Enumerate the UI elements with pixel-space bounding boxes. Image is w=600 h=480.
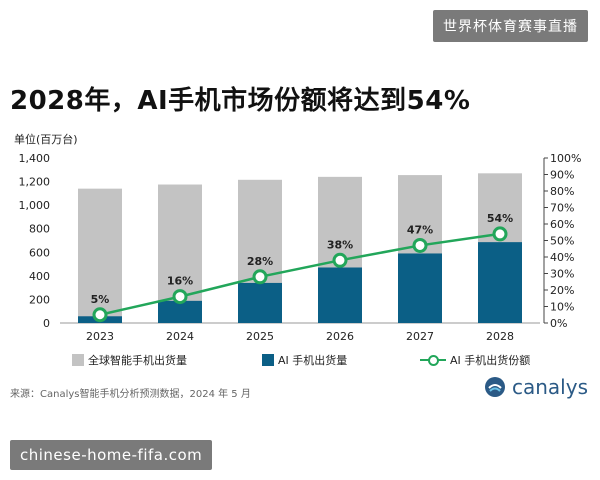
- share-point: [332, 252, 348, 268]
- share-point: [412, 237, 428, 253]
- bar-ai: [478, 242, 522, 323]
- y2-tick-label: 10%: [550, 301, 574, 314]
- y-tick-label: 400: [29, 270, 50, 283]
- x-tick-label: 2023: [86, 330, 114, 343]
- y2-tick-label: 90%: [550, 169, 574, 182]
- chart-headline: 2028年，AI手机市场份额将达到54%: [10, 86, 471, 116]
- share-line: [99, 232, 501, 316]
- x-tick-label: 2024: [166, 330, 194, 343]
- y2-tick-label: 20%: [550, 284, 574, 297]
- chart-svg: 0 200 400 600 800 1,000 1,200 1,400 0% 10% 20% 30% 4…: [19, 152, 582, 343]
- x-tick-label: 2027: [406, 330, 434, 343]
- legend-item-ai: AI 手机出货量: [262, 352, 347, 368]
- y2-tick-label: 70%: [550, 202, 574, 215]
- share-point: [172, 289, 188, 305]
- legend-swatch-share: [420, 354, 446, 366]
- share-data-label: 16%: [167, 275, 193, 288]
- brand-logo: canalys: [484, 375, 588, 399]
- y-axis-unit-label: 单位(百万台): [14, 133, 78, 146]
- y2-tick-label: 0%: [550, 317, 567, 330]
- share-data-label: 54%: [487, 212, 513, 225]
- legend-item-share: AI 手机出货份额: [420, 352, 530, 368]
- y2-tick-label: 50%: [550, 235, 574, 248]
- source-note: 来源：Canalys智能手机分析预测数据，2024 年 5 月: [10, 389, 251, 400]
- share-data-label: 5%: [91, 293, 110, 306]
- bar-total: [78, 188, 122, 323]
- legend-item-total: 全球智能手机出货量: [72, 352, 187, 368]
- y2-tick-label: 80%: [550, 185, 574, 198]
- bar-ai: [318, 267, 362, 323]
- site-tag-bottom: chinese-home-fifa.com: [10, 440, 213, 470]
- legend-swatch-ai: [262, 354, 274, 366]
- y2-tick-label: 60%: [550, 218, 574, 231]
- share-point: [492, 226, 508, 242]
- y2-tick-label: 40%: [550, 251, 574, 264]
- y-tick-label: 1,200: [19, 176, 51, 189]
- y-tick-label: 1,400: [19, 152, 51, 165]
- y-tick-label: 800: [29, 223, 50, 236]
- share-data-label: 47%: [407, 223, 433, 236]
- y2-tick-label: 30%: [550, 268, 574, 281]
- chart-legend: 全球智能手机出货量 AI 手机出货量 AI 手机出货份额: [0, 352, 600, 370]
- legend-label-ai: AI 手机出货量: [278, 354, 348, 367]
- y-tick-label: 0: [43, 317, 50, 330]
- y-tick-label: 1,000: [19, 199, 51, 212]
- x-tick-label: 2028: [486, 330, 514, 343]
- legend-label-share: AI 手机出货份额: [450, 354, 531, 367]
- share-data-label: 28%: [247, 255, 273, 268]
- share-data-label: 38%: [327, 238, 353, 251]
- share-point: [252, 269, 268, 285]
- legend-label-total: 全球智能手机出货量: [88, 354, 187, 367]
- share-point: [92, 307, 108, 323]
- legend-swatch-total: [72, 354, 84, 366]
- brand-name: canalys: [512, 375, 588, 399]
- y-tick-label: 200: [29, 293, 50, 306]
- bar-ai: [238, 282, 282, 323]
- y-tick-label: 600: [29, 246, 50, 259]
- bar-ai: [158, 300, 202, 323]
- site-tag-top: 世界杯体育赛事直播: [433, 10, 588, 42]
- x-tick-label: 2026: [326, 330, 354, 343]
- x-tick-label: 2025: [246, 330, 274, 343]
- canalys-logo-icon: [485, 377, 505, 397]
- y2-tick-label: 100%: [550, 152, 581, 165]
- bar-ai: [398, 253, 442, 323]
